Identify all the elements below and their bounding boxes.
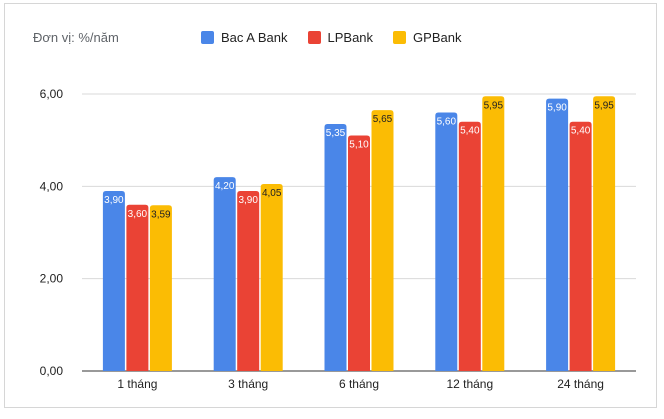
bar (458, 121, 481, 371)
data-label: 5,40 (460, 126, 480, 137)
bar (237, 190, 260, 371)
unit-label: Đơn vị: %/năm (33, 30, 119, 45)
bar (324, 124, 347, 371)
bar (213, 177, 236, 371)
bar (546, 98, 569, 371)
x-tick-label: 1 tháng (117, 377, 157, 391)
bar (102, 190, 125, 371)
data-label: 5,65 (373, 114, 393, 125)
bar (149, 205, 172, 371)
bar (482, 96, 505, 371)
y-tick-label: 0,00 (40, 364, 64, 378)
x-tick-label: 12 tháng (446, 377, 493, 391)
data-label: 4,05 (262, 188, 282, 199)
legend-item-lpbank: LPBank (307, 30, 374, 45)
data-label: 5,95 (484, 100, 504, 111)
legend: Bac A Bank LPBank GPBank (201, 30, 461, 45)
data-label: 4,20 (215, 181, 235, 192)
data-label: 5,90 (547, 103, 567, 114)
data-label: 5,35 (326, 128, 346, 139)
bar (260, 184, 283, 371)
y-tick-label: 4,00 (40, 179, 64, 193)
data-label: 3,60 (128, 209, 148, 220)
y-tick-label: 6,00 (40, 87, 64, 101)
data-label: 5,10 (349, 140, 369, 151)
bar (126, 204, 149, 371)
data-label: 5,95 (594, 100, 614, 111)
x-tick-label: 3 tháng (228, 377, 268, 391)
legend-label-bac-a-bank: Bac A Bank (221, 30, 288, 45)
bar (348, 135, 370, 371)
bar (371, 110, 394, 372)
data-label: 5,60 (437, 116, 457, 127)
legend-item-bac-a-bank: Bac A Bank (201, 30, 288, 45)
legend-swatch-lpbank (307, 31, 321, 44)
data-label: 3,90 (238, 195, 258, 206)
data-label: 3,59 (151, 209, 171, 220)
bar (569, 121, 592, 371)
legend-swatch-bac-a-bank (201, 31, 214, 44)
legend-swatch-gpbank (393, 31, 407, 44)
bar (435, 112, 458, 371)
bar (593, 96, 616, 371)
data-label: 3,90 (104, 195, 124, 206)
x-tick-label: 24 tháng (557, 377, 604, 391)
x-tick-label: 6 tháng (339, 377, 379, 391)
legend-label-lpbank: LPBank (327, 30, 374, 45)
legend-label-gpbank: GPBank (413, 30, 462, 45)
y-tick-label: 2,00 (40, 272, 64, 286)
legend-item-gpbank: GPBank (393, 30, 461, 45)
data-label: 5,40 (571, 126, 591, 137)
